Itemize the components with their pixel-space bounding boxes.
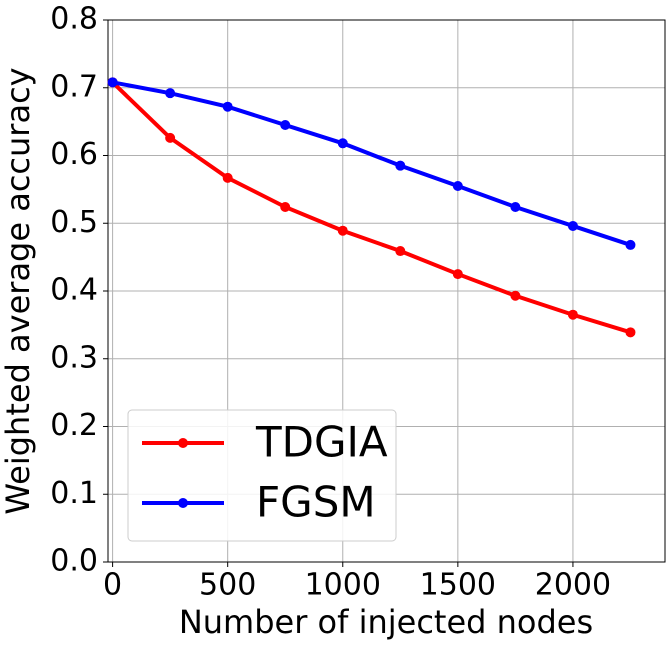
point <box>395 160 406 171</box>
legend-label: FGSM <box>256 478 376 527</box>
y-tick-label: 0.2 <box>50 408 98 443</box>
point <box>625 327 636 338</box>
y-axis-label: Weighted average accuracy <box>0 67 37 514</box>
x-tick-label: 500 <box>199 568 256 603</box>
legend: TDGIA FGSM <box>127 409 397 542</box>
series-line <box>111 80 632 335</box>
y-tick-label: 0.7 <box>50 69 98 104</box>
y-tick-label: 0.1 <box>50 476 98 511</box>
x-tick-label: 1000 <box>305 568 381 603</box>
point <box>280 201 291 212</box>
y-tick-label: 0.4 <box>50 273 98 308</box>
x-tick-label: 1500 <box>420 568 496 603</box>
plot-frame <box>107 19 666 563</box>
point <box>452 180 463 191</box>
point <box>107 77 118 88</box>
legend-marker <box>178 438 188 448</box>
point <box>165 88 176 99</box>
point <box>395 246 406 257</box>
y-tick-label: 0.8 <box>50 2 98 37</box>
point <box>222 101 233 112</box>
point <box>567 309 578 320</box>
x-tick-label: 0 <box>103 568 122 603</box>
point <box>510 201 521 212</box>
y-tick-label: 0.6 <box>50 137 98 172</box>
point <box>452 269 463 280</box>
y-tick-label: 0.5 <box>50 205 98 240</box>
y-tick-label: 0.0 <box>50 544 98 579</box>
point <box>280 120 291 131</box>
point <box>510 290 521 301</box>
y-tick-label: 0.3 <box>50 340 98 375</box>
point <box>337 225 348 236</box>
point <box>567 220 578 231</box>
point <box>165 132 176 143</box>
point <box>625 239 636 250</box>
point <box>337 138 348 149</box>
x-axis-label: Number of injected nodes <box>179 603 593 641</box>
legend-label: TDGIA <box>255 418 388 467</box>
x-tick-label: 2000 <box>535 568 611 603</box>
series-line <box>112 80 632 247</box>
point <box>222 172 233 183</box>
legend-marker <box>178 498 188 508</box>
